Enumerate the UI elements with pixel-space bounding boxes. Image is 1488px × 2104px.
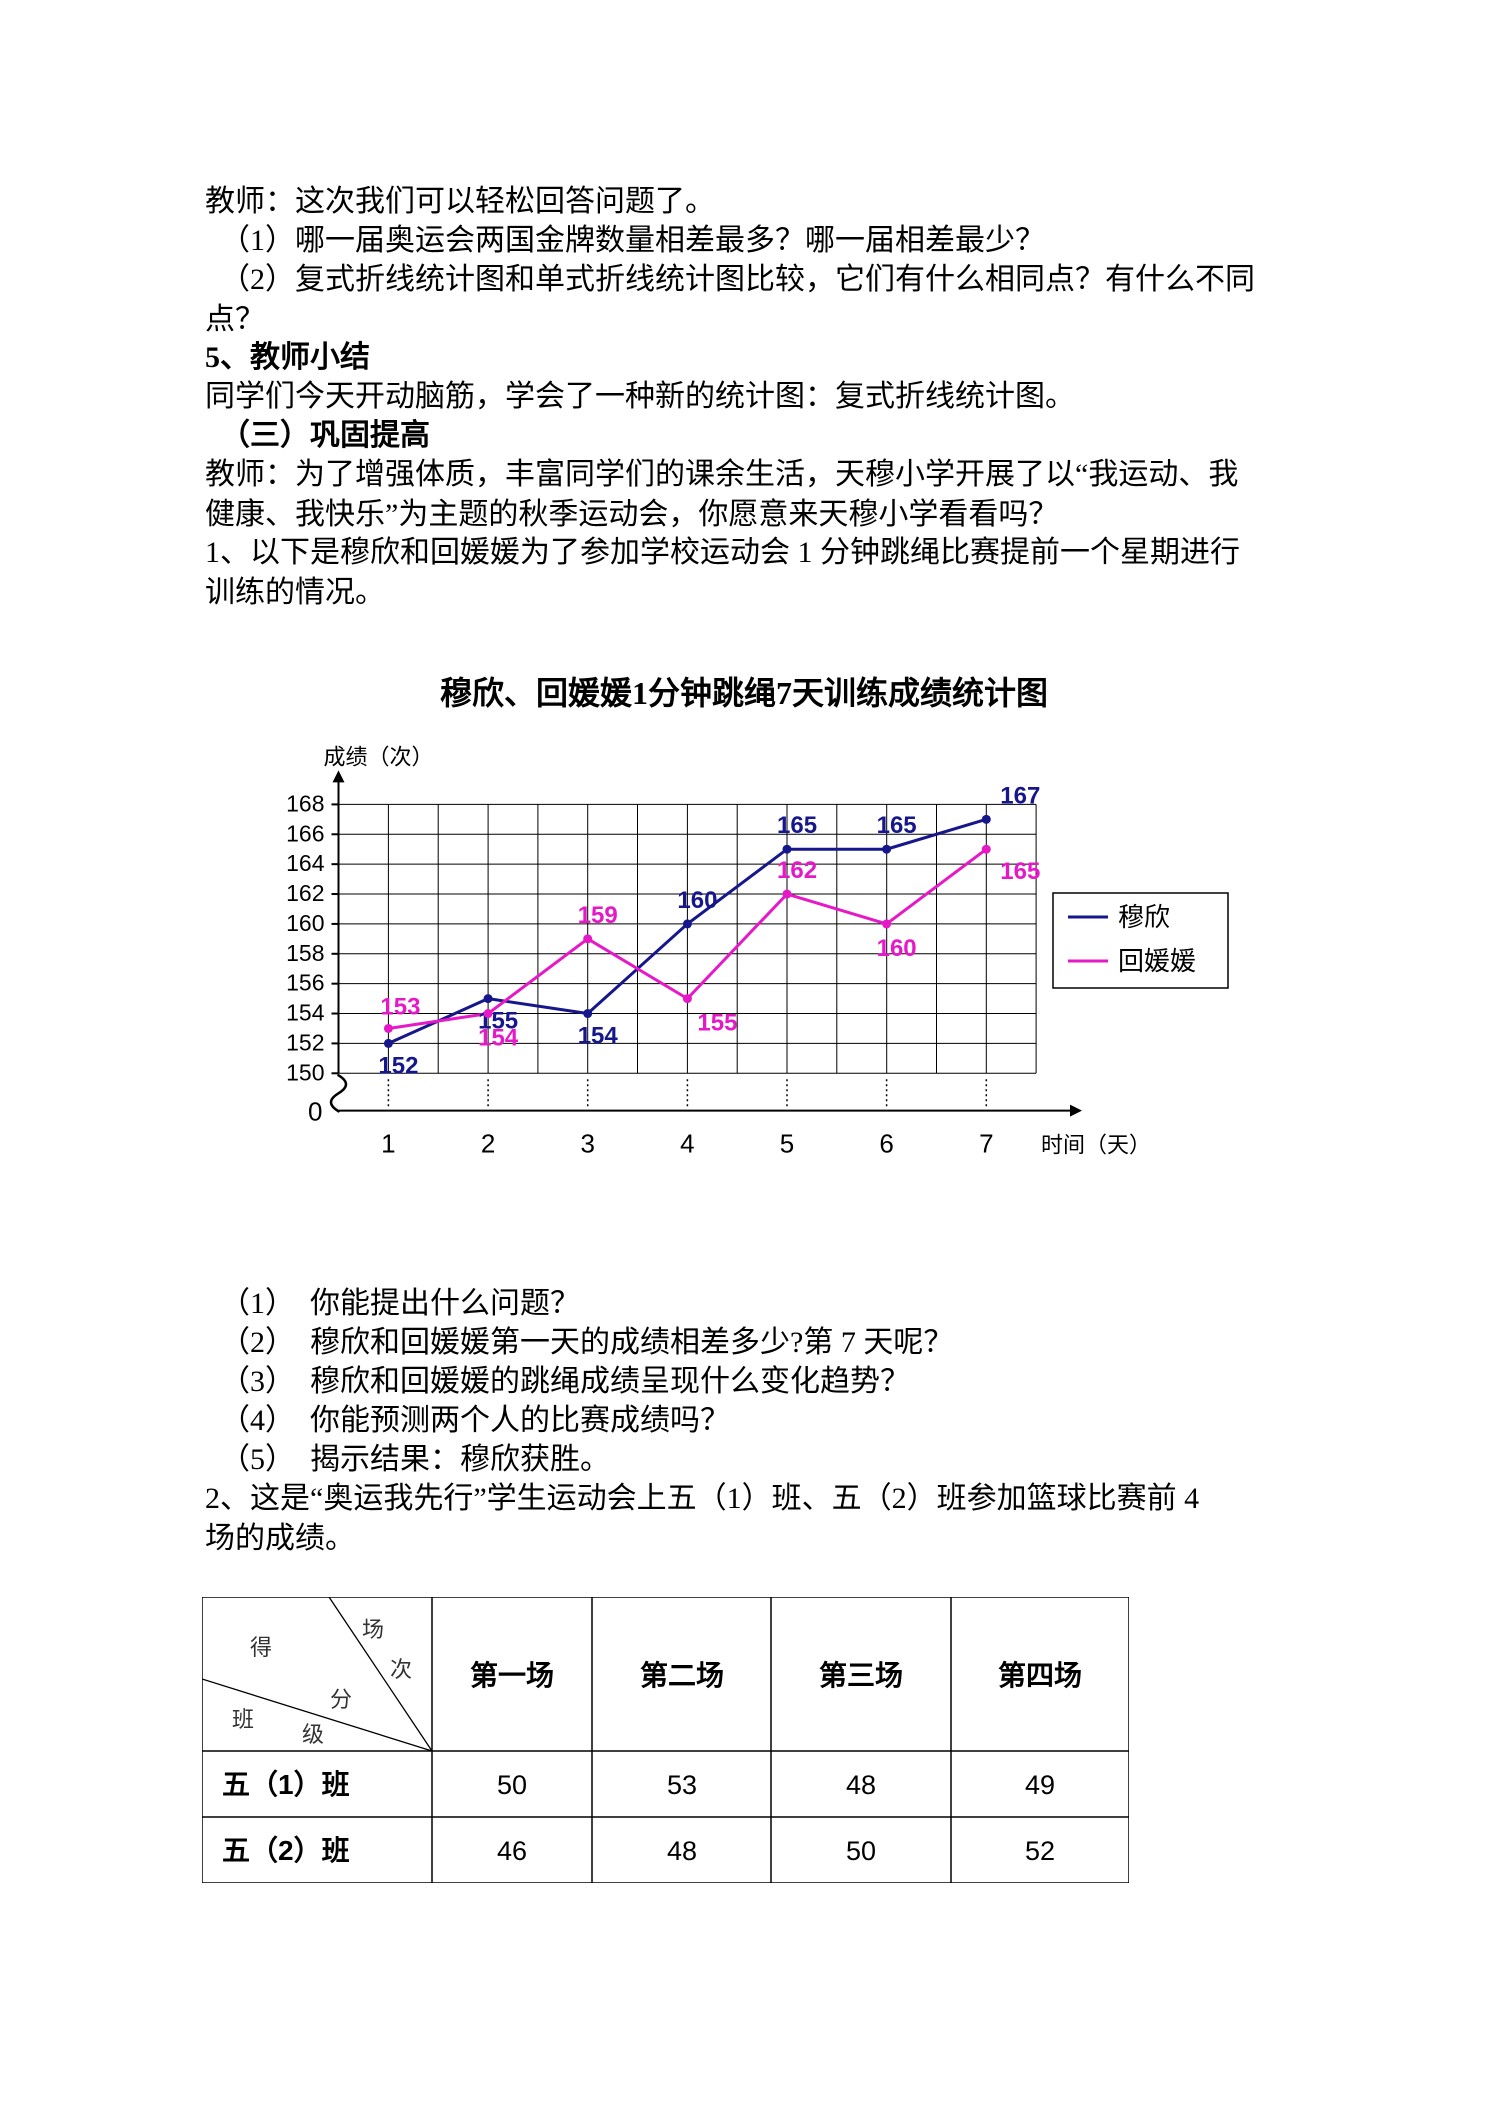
svg-text:155: 155 <box>697 1010 737 1037</box>
svg-text:6: 6 <box>879 1129 893 1159</box>
svg-text:第三场: 第三场 <box>819 1659 903 1691</box>
svg-text:156: 156 <box>286 970 324 996</box>
svg-text:160: 160 <box>286 910 324 936</box>
svg-text:4: 4 <box>680 1129 694 1159</box>
svg-text:班: 班 <box>232 1707 254 1732</box>
svg-text:0: 0 <box>308 1097 322 1127</box>
svg-text:五（2）班: 五（2）班 <box>222 1834 350 1866</box>
svg-text:49: 49 <box>1025 1770 1055 1800</box>
svg-text:48: 48 <box>667 1836 697 1866</box>
svg-text:152: 152 <box>378 1052 418 1079</box>
svg-text:154: 154 <box>578 1023 619 1050</box>
svg-text:160: 160 <box>677 887 717 914</box>
svg-text:52: 52 <box>1025 1836 1055 1866</box>
svg-text:50: 50 <box>497 1770 527 1800</box>
svg-text:154: 154 <box>478 1025 519 1052</box>
svg-text:166: 166 <box>286 820 324 846</box>
svg-text:3: 3 <box>580 1129 594 1159</box>
svg-text:5: 5 <box>780 1129 794 1159</box>
svg-text:53: 53 <box>667 1770 697 1800</box>
svg-text:165: 165 <box>1000 858 1040 885</box>
svg-text:次: 次 <box>390 1657 412 1682</box>
svg-text:第四场: 第四场 <box>998 1659 1082 1691</box>
svg-text:158: 158 <box>286 940 324 966</box>
svg-text:165: 165 <box>777 812 817 839</box>
svg-text:162: 162 <box>777 857 817 884</box>
svg-text:168: 168 <box>286 790 324 816</box>
svg-text:160: 160 <box>877 935 917 962</box>
svg-text:150: 150 <box>286 1059 324 1085</box>
svg-text:164: 164 <box>286 850 325 876</box>
svg-text:时间（天）: 时间（天） <box>1041 1133 1151 1158</box>
svg-text:153: 153 <box>380 994 420 1021</box>
svg-text:50: 50 <box>846 1836 876 1866</box>
svg-text:穆欣: 穆欣 <box>1118 902 1170 932</box>
svg-text:152: 152 <box>286 1029 324 1055</box>
svg-text:第二场: 第二场 <box>640 1659 724 1691</box>
svg-text:7: 7 <box>979 1129 993 1159</box>
svg-text:167: 167 <box>1000 782 1040 809</box>
svg-text:回媛媛: 回媛媛 <box>1118 946 1196 976</box>
svg-text:165: 165 <box>877 812 917 839</box>
svg-text:场: 场 <box>362 1617 384 1642</box>
svg-text:五（1）班: 五（1）班 <box>222 1768 350 1800</box>
svg-text:48: 48 <box>846 1770 876 1800</box>
svg-text:46: 46 <box>497 1836 527 1866</box>
svg-text:1: 1 <box>381 1129 395 1159</box>
svg-text:162: 162 <box>286 880 324 906</box>
svg-text:得: 得 <box>250 1635 272 1660</box>
svg-text:159: 159 <box>578 902 618 929</box>
svg-text:2: 2 <box>481 1129 495 1159</box>
svg-text:154: 154 <box>286 1000 325 1026</box>
svg-text:级: 级 <box>302 1722 324 1747</box>
svg-text:第一场: 第一场 <box>470 1659 554 1691</box>
svg-text:成绩（次）: 成绩（次） <box>324 744 434 769</box>
svg-text:分: 分 <box>330 1687 352 1712</box>
